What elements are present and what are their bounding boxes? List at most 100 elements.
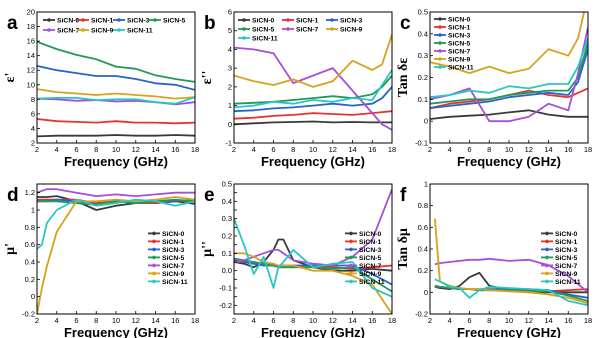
legend-label: SiCN-3	[555, 247, 578, 254]
series-line-sicn-11	[234, 218, 392, 298]
y-tick-label: 3	[228, 64, 232, 73]
y-tick-label: 16	[27, 37, 35, 46]
y-tick-label: 0.5	[222, 180, 232, 189]
y-axis-label: μ'	[3, 243, 18, 255]
x-tick-label: 2	[232, 316, 236, 325]
x-tick-label: 14	[151, 316, 159, 325]
panel-d: 2 4 6 8 10 12 14 16 18 -0.2 0 0.2 0.4 0.6 0.8 1 1.2 d μ' Fr…	[3, 183, 199, 338]
y-axis-label: Tan δμ	[396, 228, 411, 270]
legend-marker	[545, 271, 549, 276]
legend-marker	[545, 239, 549, 244]
legend-label: SiCN-7	[448, 48, 471, 55]
x-tick-label: 16	[171, 316, 179, 325]
legend: SiCN-0 SiCN-1 SiCN-3 SiCN-5 SiCN-7 SiCN-9 SiCN…	[238, 17, 363, 42]
x-tick-label: 10	[112, 316, 120, 325]
y-tick-label: 0.4	[418, 245, 428, 254]
series-group	[37, 40, 195, 138]
series-line-sicn-9	[430, 12, 585, 74]
legend-marker	[545, 255, 549, 260]
series-group	[430, 12, 588, 123]
legend-label: SiCN-1	[555, 239, 578, 246]
legend-label: SiCN-5	[162, 255, 185, 262]
y-tick-label: 0.0	[222, 266, 232, 275]
x-tick-label: 6	[271, 316, 275, 325]
y-tick-label: 20	[27, 8, 35, 17]
series-line-sicn-1	[234, 110, 392, 120]
x-axis-label: Frequency (GHz)	[261, 325, 365, 338]
series-line-sicn-9	[37, 196, 195, 314]
y-tick-label: 12	[27, 66, 35, 75]
panel-letter: b	[204, 13, 216, 34]
y-tick-label: 1	[424, 180, 428, 189]
y-tick-label: 6	[228, 8, 232, 17]
legend-marker	[117, 18, 121, 22]
y-tick-label: 0.6	[25, 240, 35, 249]
y-tick-label: 0.3	[222, 214, 232, 223]
legend-label: SiCN-5	[448, 40, 471, 47]
legend-marker	[438, 41, 442, 45]
series-line-sicn-9	[234, 252, 392, 314]
legend-marker	[349, 271, 353, 276]
legend-label: SiCN-3	[359, 247, 382, 254]
legend-label: SiCN-3	[448, 32, 471, 39]
legend-label: SiCN-0	[162, 231, 185, 238]
legend-marker	[349, 263, 353, 268]
y-tick-label: 18	[27, 22, 35, 31]
x-tick-label: 12	[525, 145, 533, 154]
x-tick-label: 8	[94, 145, 98, 154]
y-tick-label: 0.6	[418, 223, 428, 232]
series-line-sicn-7	[37, 188, 195, 198]
series-line-sicn-0	[234, 120, 392, 126]
series-line-sicn-1	[37, 118, 195, 125]
x-tick-label: 10	[309, 316, 317, 325]
y-tick-label: 0.4	[25, 258, 35, 267]
legend-label: SiCN-0	[252, 17, 275, 24]
x-axis-label: Frequency (GHz)	[457, 325, 561, 338]
legend-marker	[349, 239, 353, 244]
x-tick-label: 16	[368, 316, 376, 325]
x-tick-label: 12	[329, 316, 337, 325]
x-tick-label: 6	[467, 145, 471, 154]
legend-marker	[47, 28, 51, 32]
legend: SiCN-0 SiCN-1 SiCN-3 SiCN-5 SiCN-7 SiCN-9 SiCN…	[43, 17, 186, 34]
y-tick-label: 0.1	[222, 249, 232, 258]
series-group	[37, 188, 195, 314]
x-tick-label: 18	[191, 145, 199, 154]
series-line-sicn-11	[234, 69, 392, 109]
legend-label: SiCN-5	[555, 255, 578, 262]
y-tick-label: 0	[228, 120, 232, 129]
x-tick-label: 10	[505, 316, 513, 325]
legend-marker	[438, 65, 442, 69]
x-tick-label: 8	[94, 316, 98, 325]
legend-label: SiCN-0	[57, 17, 80, 24]
legend-label: SiCN-11	[162, 279, 188, 286]
legend-marker	[152, 255, 156, 260]
series-line-sicn-0	[234, 238, 392, 272]
series-line-sicn-11	[434, 278, 588, 307]
x-axis-label: Frequency (GHz)	[64, 325, 168, 338]
legend-marker	[545, 231, 549, 236]
legend-marker	[438, 17, 442, 21]
panel-letter: d	[7, 185, 19, 206]
legend-marker	[242, 27, 246, 31]
x-tick-label: 4	[55, 316, 59, 325]
series-line-sicn-5	[234, 75, 392, 105]
y-tick-label: 0.2	[418, 266, 428, 275]
y-tick-label: 6	[31, 109, 35, 118]
x-tick-label: 14	[151, 145, 159, 154]
series-line-sicn-11	[430, 37, 588, 99]
legend-marker	[81, 18, 85, 22]
x-tick-label: 6	[467, 316, 471, 325]
x-tick-label: 16	[368, 145, 376, 154]
x-tick-label: 8	[487, 316, 491, 325]
panel-e: 2 4 6 8 10 12 14 16 18 -0.2 -0.1 0.0 0.1 0.2 0.3 0.4 0.5…	[200, 180, 396, 338]
x-tick-label: 16	[564, 145, 572, 154]
panel-f: 2 4 6 8 10 12 14 16 18 -0.2 0 0.2 0.4 0.6 0.8 1 f Tan δμ F…	[396, 180, 592, 338]
series-line-sicn-9	[234, 34, 392, 88]
x-tick-label: 8	[291, 145, 295, 154]
y-tick-label: 0	[31, 292, 35, 301]
legend-label: SiCN-3	[162, 247, 185, 254]
x-tick-label: 14	[348, 316, 356, 325]
y-tick-label: 0.4	[222, 197, 232, 206]
